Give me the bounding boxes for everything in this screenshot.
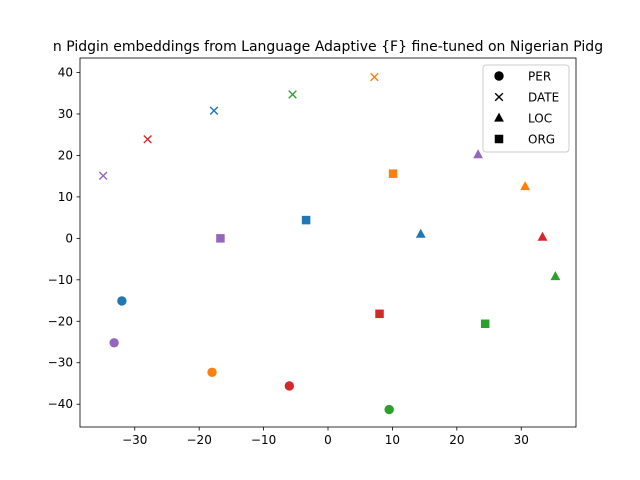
data-point-triangle xyxy=(473,149,483,159)
legend-label: DATE xyxy=(528,91,559,105)
data-point-square xyxy=(375,309,384,319)
y-tick-label: 40 xyxy=(58,66,73,80)
data-point-square xyxy=(301,215,311,225)
legend-label: LOC xyxy=(528,112,552,126)
y-tick-label: 0 xyxy=(65,231,73,245)
data-point-triangle xyxy=(415,228,426,238)
data-point-square xyxy=(480,319,490,329)
data-point-triangle xyxy=(550,271,561,281)
x-tick-label: 30 xyxy=(514,433,529,447)
data-point-circle xyxy=(109,338,119,348)
y-tick-label: −40 xyxy=(48,397,73,411)
data-point-circle xyxy=(384,404,394,415)
legend-label: PER xyxy=(528,70,551,84)
data-point-triangle xyxy=(520,181,531,191)
x-tick-label: −30 xyxy=(122,433,147,447)
data-point-x xyxy=(98,171,108,181)
data-point-x xyxy=(370,72,379,82)
x-tick-label: 10 xyxy=(385,433,400,447)
x-tick-label: 20 xyxy=(449,433,464,447)
chart-title: n Pidgin embeddings from Language Adapti… xyxy=(53,39,603,55)
legend-marker-triangle xyxy=(494,112,504,122)
plot-area: −30 −20 −10 0 10 20 30 −40 −30 −20 −10 0 10 20 30 40 xyxy=(48,57,577,447)
data-point-x xyxy=(209,106,219,115)
data-point-x xyxy=(143,134,152,144)
y-tick-label: 10 xyxy=(58,190,73,204)
data-point-square xyxy=(388,169,398,178)
legend-box xyxy=(482,64,570,153)
data-point-triangle xyxy=(537,231,548,241)
legend-marker-circle xyxy=(494,71,504,81)
data-point-square xyxy=(216,234,225,243)
x-tick-label: −20 xyxy=(187,433,212,447)
legend-marker-square xyxy=(494,134,504,144)
data-point-circle xyxy=(117,296,127,306)
legend-label: ORG xyxy=(528,133,555,147)
data-point-circle xyxy=(284,381,295,391)
legend: PER DATE LOC ORG xyxy=(482,64,570,153)
x-tick-label: 0 xyxy=(324,433,332,447)
y-tick-label: 30 xyxy=(58,107,73,121)
x-tick-label: −10 xyxy=(251,433,276,447)
y-tick-label: −30 xyxy=(48,356,73,370)
y-tick-label: −20 xyxy=(48,314,73,328)
data-point-circle xyxy=(207,367,217,377)
data-point-x xyxy=(288,90,297,99)
legend-marker-x xyxy=(494,92,504,102)
y-tick-label: −10 xyxy=(48,273,73,287)
y-tick-label: 20 xyxy=(58,148,73,162)
